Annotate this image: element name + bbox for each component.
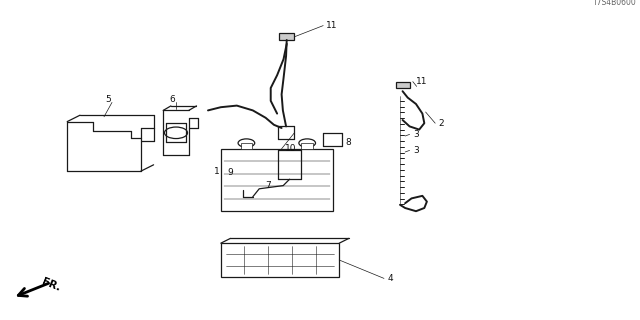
Text: 4: 4: [387, 274, 393, 283]
Text: FR.: FR.: [40, 276, 62, 293]
Text: 11: 11: [416, 77, 428, 86]
Text: 11: 11: [326, 21, 338, 30]
FancyBboxPatch shape: [279, 33, 294, 40]
Text: 10: 10: [285, 144, 296, 153]
FancyBboxPatch shape: [241, 143, 252, 149]
Text: T7S4B0600: T7S4B0600: [593, 0, 637, 7]
Text: 9: 9: [227, 168, 233, 177]
Text: 1: 1: [214, 167, 220, 176]
FancyBboxPatch shape: [396, 82, 410, 88]
Text: 8: 8: [346, 138, 351, 147]
Text: 3: 3: [413, 146, 419, 155]
Text: 3: 3: [413, 130, 419, 139]
FancyBboxPatch shape: [221, 243, 339, 277]
Text: 7: 7: [266, 181, 271, 190]
FancyBboxPatch shape: [221, 149, 333, 211]
Text: 2: 2: [438, 119, 444, 128]
Text: 6: 6: [170, 95, 175, 104]
Text: 5: 5: [106, 95, 111, 104]
FancyBboxPatch shape: [301, 143, 313, 149]
